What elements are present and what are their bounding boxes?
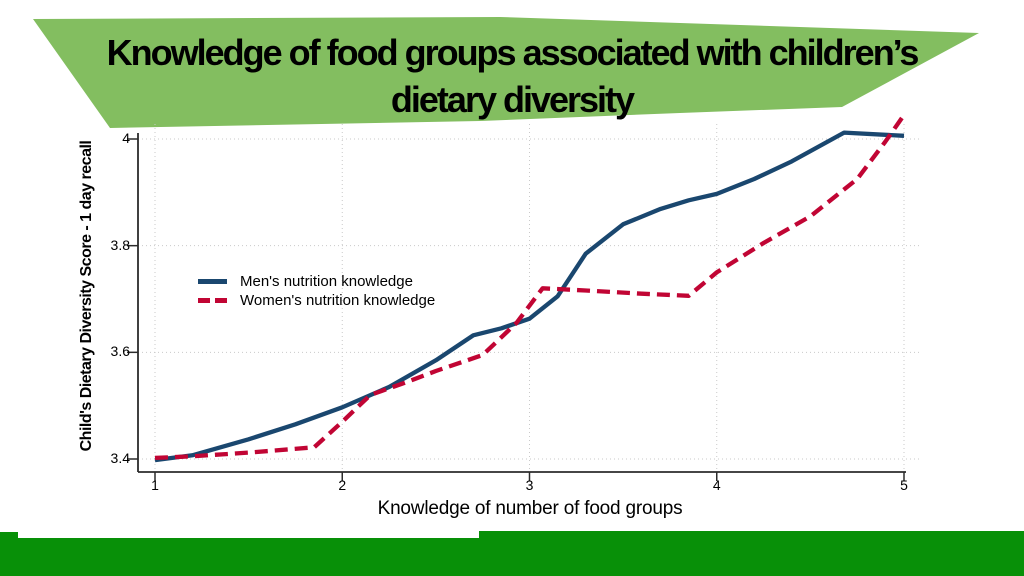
chart-legend: Men's nutrition knowledge Women's nutrit… bbox=[198, 272, 435, 310]
women-series-line bbox=[154, 113, 906, 461]
footer-bar bbox=[0, 538, 1024, 576]
y-axis-label: Child's Dietary Diversity Score - 1 day … bbox=[78, 140, 95, 452]
footer-bar-left-edge bbox=[0, 532, 18, 540]
slide-title-line1: Knowledge of food groups associated with… bbox=[106, 32, 920, 73]
legend-row-men: Men's nutrition knowledge bbox=[198, 272, 435, 291]
title-banner-shape bbox=[33, 17, 979, 128]
slide-title: Knowledge of food groups associated with… bbox=[0, 30, 1024, 124]
men-legend-swatch bbox=[198, 279, 227, 284]
men-legend-label: Men's nutrition knowledge bbox=[240, 273, 413, 290]
men-series-line bbox=[154, 130, 905, 463]
legend-row-women: Women's nutrition knowledge bbox=[198, 291, 435, 310]
footer-bar-right-edge bbox=[479, 531, 1024, 540]
x-axis-label: Knowledge of number of food groups bbox=[377, 498, 683, 519]
women-legend-label: Women's nutrition knowledge bbox=[240, 292, 436, 309]
slide-title-line2: dietary diversity bbox=[390, 78, 635, 120]
women-legend-swatch bbox=[198, 298, 227, 303]
